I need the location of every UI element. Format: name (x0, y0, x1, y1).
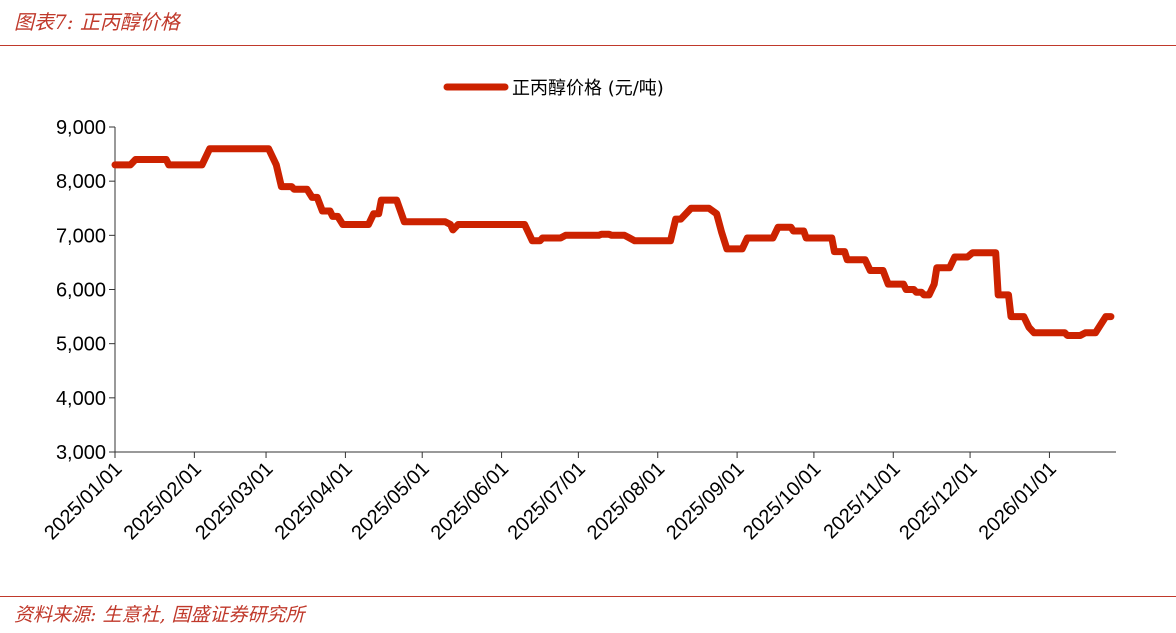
y-axis: 3,000 4,000 5,000 6,000 7,000 8,000 9,000 (56, 117, 116, 464)
legend-label: 正丙醇价格 (元/吨) (512, 78, 664, 99)
y-tick-label: 7,000 (56, 225, 106, 247)
source-note: 资料来源: 生意社, 国盛证券研究所 (14, 604, 305, 626)
series-line-propanol-price (111, 145, 1115, 339)
chart-legend: 正丙醇价格 (元/吨) (443, 78, 664, 99)
x-tick-label: 2025/04/01 (271, 458, 357, 544)
header-rule (0, 45, 1176, 46)
y-tick-label: 3,000 (56, 442, 106, 464)
x-tick-label: 2025/06/01 (427, 458, 513, 544)
x-axis: 2025/01/012025/02/012025/03/012025/04/01… (40, 451, 1116, 544)
y-tick-label: 9,000 (56, 117, 106, 139)
x-tick-label: 2025/12/01 (895, 458, 981, 544)
x-tick-label: 2025/07/01 (504, 458, 590, 544)
x-tick-label: 2025/01/01 (40, 458, 126, 544)
x-tick-label: 2025/05/01 (347, 458, 433, 544)
x-tick-label: 2026/01/01 (975, 458, 1061, 544)
x-tick-label: 2025/11/01 (820, 458, 905, 543)
y-tick-label: 5,000 (56, 334, 106, 356)
x-tick-label: 2025/10/01 (739, 458, 825, 544)
x-tick-label: 2025/09/01 (662, 458, 748, 544)
y-tick-label: 4,000 (56, 388, 106, 410)
footer-rule (0, 596, 1176, 597)
figure-title: 图表7: 正丙醇价格 (14, 10, 180, 34)
y-tick-label: 6,000 (56, 280, 106, 302)
y-tick-label: 8,000 (56, 171, 106, 193)
price-line-chart: 正丙醇价格 (元/吨) 3,000 4,000 5,000 6,000 7,000 8,0… (40, 78, 1116, 544)
x-tick-label: 2025/08/01 (583, 458, 669, 544)
x-tick-label: 2025/03/01 (191, 458, 277, 544)
